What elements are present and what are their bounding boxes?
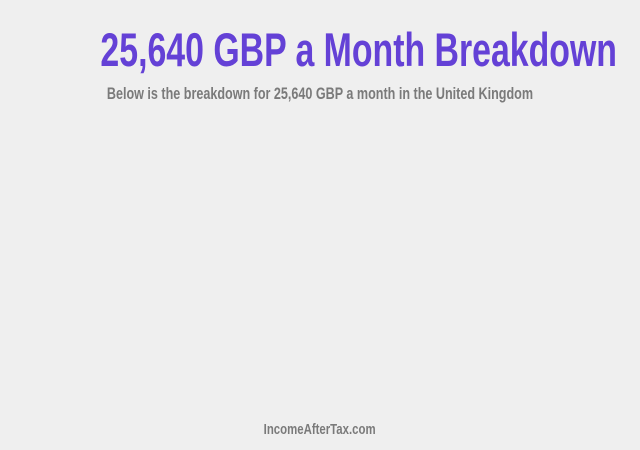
footer: IncomeAfterTax.com — [0, 421, 640, 439]
site-name: IncomeAfterTax.com — [264, 421, 376, 438]
page-title-container: 25,640 GBP a Month Breakdown — [0, 22, 640, 77]
page-subtitle: Below is the breakdown for 25,640 GBP a … — [106, 84, 534, 103]
page-subtitle-container: Below is the breakdown for 25,640 GBP a … — [0, 84, 640, 104]
page-title: 25,640 GBP a Month Breakdown — [100, 23, 617, 76]
